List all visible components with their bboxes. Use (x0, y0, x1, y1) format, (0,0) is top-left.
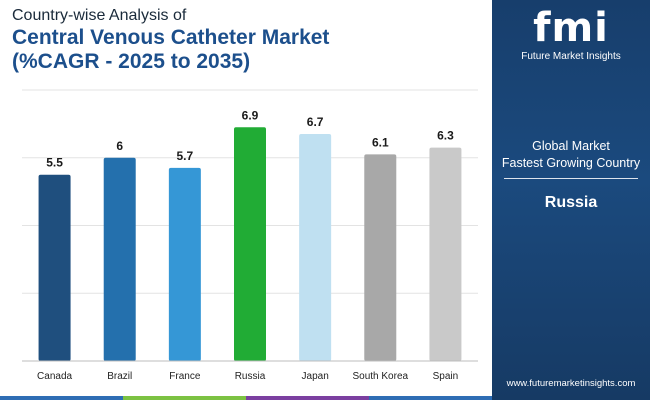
brand-name: Future Market Insights (521, 51, 621, 62)
category-label: Brazil (107, 371, 132, 382)
bar-chart: 5.5 Canada 6 Brazil 5.7 France 6.9 Russia 6.7 Jap… (22, 89, 478, 382)
strip-segment (369, 396, 492, 400)
strip-segment (123, 396, 246, 400)
value-label: 6.9 (242, 108, 259, 122)
panel-divider (504, 178, 638, 179)
fastest-country: Russia (544, 194, 598, 211)
side-panel: fmi Future Market Insights Global Market… (492, 0, 650, 400)
bar-labels: 5.5 Canada 6 Brazil 5.7 France 6.9 Russia 6.7 Jap… (37, 108, 458, 382)
brand-mark: fmi (533, 5, 609, 51)
category-label: France (169, 371, 201, 382)
title-block: Country-wise Analysis of Central Venous … (12, 6, 329, 74)
bars (38, 127, 462, 361)
value-label: 6.3 (437, 129, 454, 143)
bar-brazil (103, 157, 136, 361)
value-label: 6.7 (307, 115, 324, 129)
category-label: South Korea (352, 371, 408, 382)
panel-heading-fastest: Fastest Growing Country (501, 156, 641, 170)
bottom-color-strip (0, 396, 492, 400)
bar-france (168, 167, 201, 361)
category-label: Russia (235, 371, 266, 382)
category-label: Japan (302, 371, 329, 382)
value-label: 5.5 (46, 156, 63, 170)
bar-canada (38, 174, 71, 361)
brand-logo: fmi Future Market Insights (492, 6, 650, 62)
category-label: Spain (433, 371, 459, 382)
website-url[interactable]: www.futuremarketinsights.com (506, 378, 636, 389)
bar-japan (299, 134, 332, 361)
bar-south-korea (364, 154, 397, 361)
bar-spain (429, 147, 462, 361)
value-label: 6.1 (372, 135, 389, 149)
value-label: 6 (116, 139, 123, 153)
chart-title-line2: Central Venous Catheter Market (12, 26, 330, 49)
panel-heading-global: Global Market (532, 139, 610, 153)
chart-title-line1: Country-wise Analysis of (12, 7, 187, 24)
value-label: 5.7 (177, 149, 194, 163)
strip-segment (246, 396, 369, 400)
bar-russia (234, 127, 266, 361)
chart-subtitle: (%CAGR - 2025 to 2035) (12, 50, 251, 73)
strip-segment (0, 396, 123, 400)
category-label: Canada (37, 371, 72, 382)
